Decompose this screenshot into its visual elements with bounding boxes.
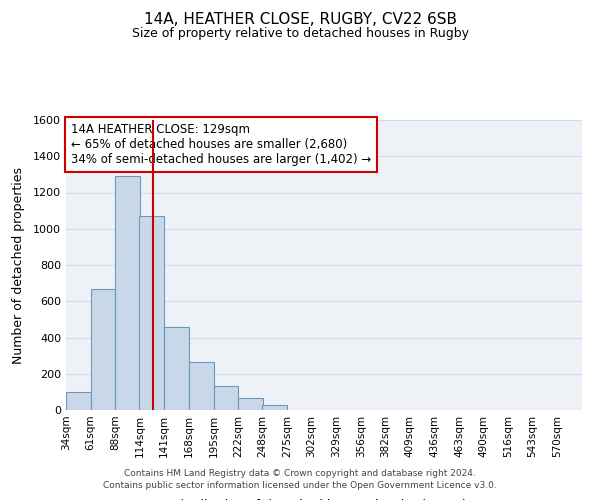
Bar xyxy=(189,362,214,410)
Text: 14A, HEATHER CLOSE, RUGBY, CV22 6SB: 14A, HEATHER CLOSE, RUGBY, CV22 6SB xyxy=(143,12,457,28)
Bar xyxy=(214,386,238,410)
Text: 14A HEATHER CLOSE: 129sqm
← 65% of detached houses are smaller (2,680)
34% of se: 14A HEATHER CLOSE: 129sqm ← 65% of detac… xyxy=(71,123,371,166)
Bar xyxy=(238,398,263,410)
Bar xyxy=(164,326,189,410)
X-axis label: Distribution of detached houses by size in Rugby: Distribution of detached houses by size … xyxy=(171,498,477,500)
Y-axis label: Number of detached properties: Number of detached properties xyxy=(11,166,25,364)
Text: Contains HM Land Registry data © Crown copyright and database right 2024.: Contains HM Land Registry data © Crown c… xyxy=(124,468,476,477)
Bar xyxy=(66,392,91,410)
Bar xyxy=(139,216,164,410)
Text: Size of property relative to detached houses in Rugby: Size of property relative to detached ho… xyxy=(131,28,469,40)
Bar xyxy=(115,176,140,410)
Text: Contains public sector information licensed under the Open Government Licence v3: Contains public sector information licen… xyxy=(103,481,497,490)
Bar xyxy=(262,404,287,410)
Bar xyxy=(91,288,115,410)
